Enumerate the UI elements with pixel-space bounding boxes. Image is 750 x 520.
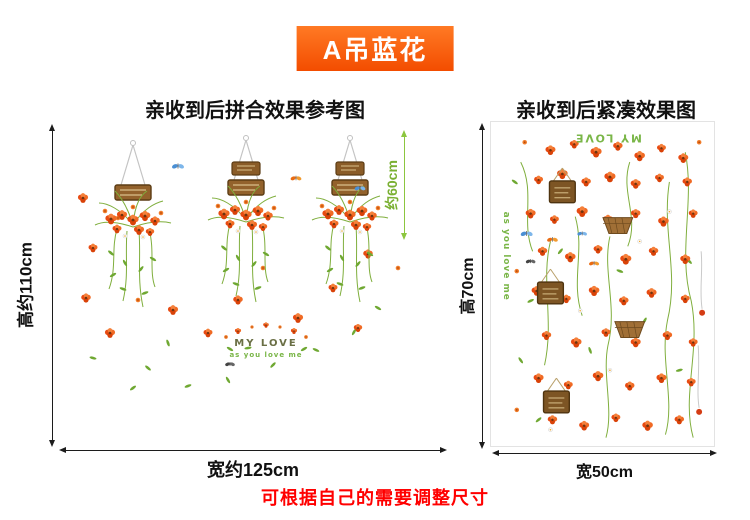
right-panel-title: 亲收到后紧凑效果图 [516,100,696,122]
sheet-top-text: MY LOVE [574,131,642,144]
right-width-label: 宽50cm [576,464,633,481]
hanging-basket-1 [95,141,171,308]
wooden-sign-2 [536,268,565,305]
left-height-dimension-line [49,124,55,447]
inner-height-label: 约60cm [384,160,400,210]
hanging-basket-2 [208,136,284,303]
wooden-sign-3 [542,377,570,414]
spread-effect-illustration: MY LOVE as you love me [77,118,401,392]
right-height-dimension-line [479,123,485,449]
flower-basket-2 [614,321,646,339]
inner-height-dimension-line [401,130,407,240]
flower-basket-1 [602,217,634,234]
wreath-subtitle: as you love me [229,351,302,359]
right-height-label: 高70cm [460,257,477,315]
hanging-basket-3 [312,136,388,303]
left-panel-title: 亲收到后拼合效果参考图 [145,100,365,122]
wreath-title: MY LOVE [234,338,298,349]
left-width-dimension-line [59,447,447,453]
banner-title: A吊蓝花 [322,35,428,65]
hanging-tassels [696,251,706,415]
left-height-label: 高约110cm [16,242,36,328]
banner: A吊蓝花 [296,26,454,71]
love-wreath: MY LOVE as you love me [224,322,308,359]
wooden-sign-1 [548,167,576,204]
left-width-label: 宽约125cm [206,460,300,480]
footer-note: 可根据自己的需要调整尺寸 [261,488,489,508]
sheet-side-text: as you love me [501,212,511,301]
compact-sheet-illustration: MY LOVE as you love me [490,121,715,447]
right-width-dimension-line [492,450,717,456]
